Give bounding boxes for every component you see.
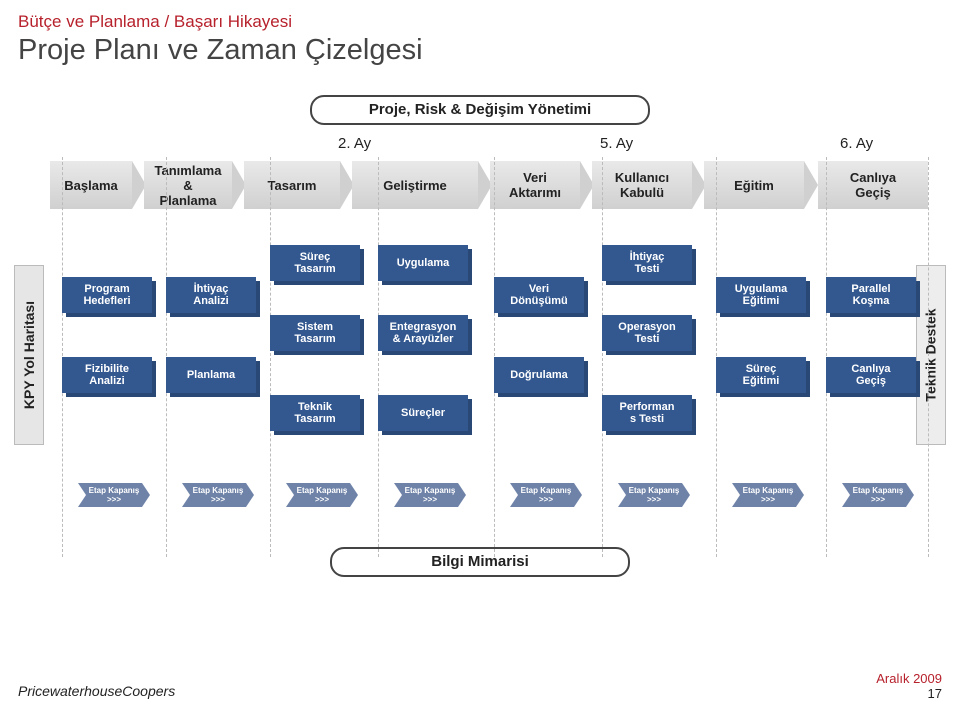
roadmap-box: Entegrasyon& Arayüzler bbox=[378, 315, 468, 351]
roadmap-box: Performans Testi bbox=[602, 395, 692, 431]
roadmap-box: SistemTasarım bbox=[270, 315, 360, 351]
roadmap-box: UygulamaEğitimi bbox=[716, 277, 806, 313]
roadmap-box: Planlama bbox=[166, 357, 256, 393]
phase: CanlıyaGeçiş bbox=[818, 161, 928, 209]
roadmap-box: SüreçTasarım bbox=[270, 245, 360, 281]
phase-row: BaşlamaTanımlama&PlanlamaTasarımGeliştir… bbox=[18, 161, 942, 217]
gate-row: Etap Kapanış>>> Etap Kapanış>>> Etap Kapan… bbox=[18, 483, 942, 523]
footer: PricewaterhouseCoopers Aralık 2009 17 bbox=[18, 683, 942, 701]
month-label: 6. Ay bbox=[840, 135, 873, 152]
gate: Etap Kapanış>>> bbox=[618, 483, 682, 507]
footer-page: 17 bbox=[876, 686, 942, 701]
roadmap-box: Doğrulama bbox=[494, 357, 584, 393]
phase: Tanımlama&Planlama bbox=[144, 161, 232, 209]
month-row: 2. Ay 5. Ay 6. Ay bbox=[18, 135, 942, 157]
roadmap-box: İhtiyaçAnalizi bbox=[166, 277, 256, 313]
roadmap-box: Süreçler bbox=[378, 395, 468, 431]
side-label-right-text: Teknik Destek bbox=[923, 308, 939, 401]
roadmap-box: CanlıyaGeçiş bbox=[826, 357, 916, 393]
footer-date: Aralık 2009 bbox=[876, 671, 942, 686]
side-label-left-text: KPY Yol Haritası bbox=[21, 301, 37, 409]
gate: Etap Kapanış>>> bbox=[182, 483, 246, 507]
gate: Etap Kapanış>>> bbox=[510, 483, 574, 507]
top-banner: Proje, Risk & Değişim Yönetimi bbox=[310, 95, 650, 125]
footer-brand: PricewaterhouseCoopers bbox=[18, 683, 175, 699]
gate: Etap Kapanış>>> bbox=[286, 483, 350, 507]
roadmap-box: Uygulama bbox=[378, 245, 468, 281]
bottom-banner: Bilgi Mimarisi bbox=[330, 547, 630, 577]
roadmap-box: OperasyonTesti bbox=[602, 315, 692, 351]
roadmap-box: TeknikTasarım bbox=[270, 395, 360, 431]
roadmap: KPY Yol Haritası Teknik Destek ProgramHe… bbox=[18, 237, 942, 467]
roadmap-box: SüreçEğitimi bbox=[716, 357, 806, 393]
gate: Etap Kapanış>>> bbox=[732, 483, 796, 507]
side-label-left: KPY Yol Haritası bbox=[14, 265, 44, 445]
roadmap-box: ParallelKoşma bbox=[826, 277, 916, 313]
gate: Etap Kapanış>>> bbox=[78, 483, 142, 507]
phase: VeriAktarımı bbox=[490, 161, 580, 209]
breadcrumb: Bütçe ve Planlama / Başarı Hikayesi bbox=[18, 12, 942, 32]
gate: Etap Kapanış>>> bbox=[394, 483, 458, 507]
roadmap-box: İhtiyaçTesti bbox=[602, 245, 692, 281]
month-label: 2. Ay bbox=[338, 135, 371, 152]
roadmap-box: ProgramHedefleri bbox=[62, 277, 152, 313]
month-label: 5. Ay bbox=[600, 135, 633, 152]
page-title: Proje Planı ve Zaman Çizelgesi bbox=[18, 34, 942, 67]
gate: Etap Kapanış>>> bbox=[842, 483, 906, 507]
phase: Tasarım bbox=[244, 161, 340, 209]
footer-right: Aralık 2009 17 bbox=[876, 671, 942, 701]
phase: KullanıcıKabulü bbox=[592, 161, 692, 209]
side-label-right: Teknik Destek bbox=[916, 265, 946, 445]
phase: Eğitim bbox=[704, 161, 804, 209]
roadmap-box: FizibiliteAnalizi bbox=[62, 357, 152, 393]
phase: Geliştirme bbox=[352, 161, 478, 209]
roadmap-box: VeriDönüşümü bbox=[494, 277, 584, 313]
